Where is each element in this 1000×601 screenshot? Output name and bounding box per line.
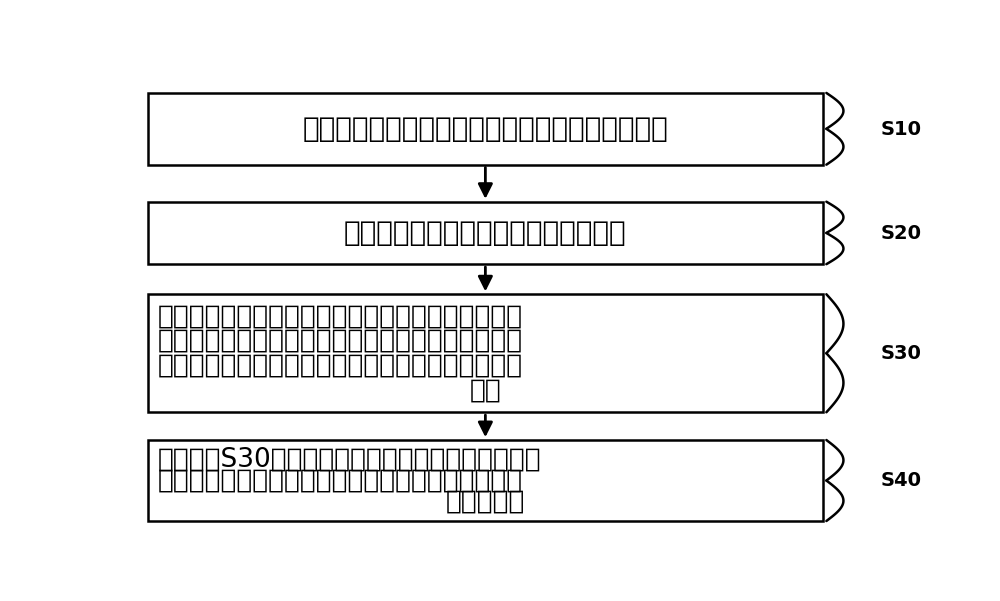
Text: S10: S10	[881, 120, 922, 139]
Text: 采集天线指向不同天区位置处的环境噪声频谱数据: 采集天线指向不同天区位置处的环境噪声频谱数据	[302, 115, 668, 143]
FancyBboxPatch shape	[148, 440, 822, 521]
Text: 宽带信号检测结果进行判决分析，形成最终的宽带信: 宽带信号检测结果进行判决分析，形成最终的宽带信	[158, 468, 523, 493]
Text: 获取天线正常工作时的频谱仪频谱数据: 获取天线正常工作时的频谱仪频谱数据	[344, 219, 627, 247]
FancyBboxPatch shape	[148, 93, 822, 165]
Text: 环境噪声频谱数据进行逐点比对，获得宽带信号检测: 环境噪声频谱数据进行逐点比对，获得宽带信号检测	[158, 353, 523, 379]
Text: 设置信号检测门限参数，并按照设置的信号检测门限: 设置信号检测门限参数，并按照设置的信号检测门限	[158, 304, 523, 329]
Text: 号检测结果: 号检测结果	[446, 489, 525, 515]
Text: 参数启动信号检测，即通过将所述频谱仪频谱数据与: 参数启动信号检测，即通过将所述频谱仪频谱数据与	[158, 328, 523, 354]
Text: S40: S40	[881, 471, 922, 490]
Text: 重复步骤S30，将新获得的宽带信号检测结果与已有: 重复步骤S30，将新获得的宽带信号检测结果与已有	[158, 446, 541, 472]
Text: S20: S20	[881, 224, 922, 243]
FancyBboxPatch shape	[148, 294, 822, 412]
FancyBboxPatch shape	[148, 202, 822, 264]
Text: S30: S30	[881, 344, 922, 363]
Text: 结果: 结果	[470, 377, 501, 403]
